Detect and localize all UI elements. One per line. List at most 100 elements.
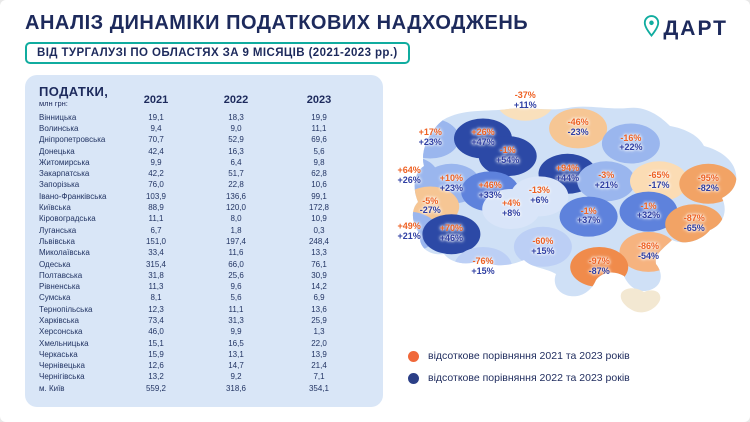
pct-2022-vs-2023: +8% bbox=[502, 208, 521, 219]
region-name: Закарпатська bbox=[39, 169, 90, 179]
region-shape bbox=[482, 189, 541, 229]
region-name: Волинська bbox=[39, 123, 79, 133]
tax-value: 13,9 bbox=[311, 349, 327, 359]
region-shape bbox=[679, 163, 737, 204]
tax-value: 9,2 bbox=[230, 372, 242, 382]
column-header-2023: 2023 bbox=[306, 93, 332, 106]
region-shape bbox=[513, 226, 572, 267]
tax-value: 19,1 bbox=[148, 112, 164, 122]
table-row: Рівненська 11,3 9,6 14,2 bbox=[39, 281, 383, 292]
pct-2022-vs-2023: +6% bbox=[530, 195, 549, 206]
column-header-2022: 2022 bbox=[223, 93, 249, 106]
region-name: Рівненська bbox=[39, 282, 80, 292]
region-shape bbox=[549, 108, 608, 149]
tax-value: 73,4 bbox=[148, 315, 164, 325]
tax-value: 42,2 bbox=[148, 169, 164, 179]
tax-value: 13,6 bbox=[311, 304, 327, 314]
pct-2021-vs-2023: +94% bbox=[555, 162, 580, 173]
region-name: Кіровоградська bbox=[39, 214, 96, 224]
pct-2022-vs-2023: +23% bbox=[439, 182, 463, 193]
tax-value: 13,1 bbox=[228, 349, 244, 359]
map-percentage-label: -1% +32% bbox=[637, 201, 660, 222]
tax-value: 10,9 bbox=[311, 214, 327, 224]
table-title-block: ПОДАТКИ, млн грн: bbox=[39, 85, 119, 108]
pct-2021-vs-2023: +10% bbox=[439, 172, 463, 183]
map-percentage-label: -5% -27% bbox=[420, 196, 441, 217]
tax-value: 21,4 bbox=[311, 361, 327, 371]
region-name: Полтавська bbox=[39, 270, 83, 280]
tax-value: 11,1 bbox=[311, 123, 327, 133]
tax-value: 33,4 bbox=[148, 248, 164, 258]
table-row: Івано-Франківська 103,9 136,6 99,1 bbox=[39, 191, 383, 202]
tax-value: 19,9 bbox=[311, 112, 327, 122]
column-header-2021: 2021 bbox=[143, 93, 169, 106]
table-row: Полтавська 31,8 25,6 30,9 bbox=[39, 270, 383, 281]
tax-value: 11,1 bbox=[148, 214, 164, 224]
region-name: Тернопільська bbox=[39, 304, 93, 314]
table-row: Волинська 9,4 9,0 11,1 bbox=[39, 123, 383, 134]
pct-2021-vs-2023: +70% bbox=[439, 223, 463, 234]
pct-2021-vs-2023: -1% bbox=[580, 205, 597, 216]
tax-value: 88,9 bbox=[148, 203, 164, 213]
region-name: Черкаська bbox=[39, 349, 78, 359]
region-name: Львівська bbox=[39, 236, 75, 246]
tax-value: 6,7 bbox=[150, 225, 162, 235]
region-shape bbox=[601, 123, 660, 164]
tax-value: 5,6 bbox=[313, 146, 325, 156]
region-name: Чернігівська bbox=[39, 372, 85, 382]
pct-2021-vs-2023: -95% bbox=[697, 172, 719, 183]
region-name: Вінницька bbox=[39, 112, 77, 122]
map-percentage-label: +4% +8% bbox=[502, 198, 521, 219]
tax-value: 16,5 bbox=[228, 338, 244, 348]
pct-2022-vs-2023: +23% bbox=[418, 137, 442, 148]
tax-value: 31,3 bbox=[228, 315, 244, 325]
pct-2021-vs-2023: -46% bbox=[567, 117, 589, 128]
tax-value: 30,9 bbox=[311, 270, 327, 280]
region-choropleth bbox=[412, 106, 737, 287]
tax-value: 66,0 bbox=[228, 259, 244, 269]
tax-value: 197,4 bbox=[225, 236, 247, 246]
table-row: Чернігівська 13,2 9,2 7,1 bbox=[39, 371, 383, 382]
pct-2022-vs-2023: +47% bbox=[471, 137, 495, 148]
map-percentage-label: -76% +15% bbox=[471, 256, 494, 277]
tax-value: 11,1 bbox=[228, 304, 244, 314]
region-shape bbox=[496, 106, 555, 121]
table-row: Хмельницька 15,1 16,5 22,0 bbox=[39, 338, 383, 349]
header: АНАЛІЗ ДИНАМІКИ ПОДАТКОВИХ НАДХОДЖЕНЬ ВІ… bbox=[25, 12, 730, 64]
map-percentage-label: -95% -82% bbox=[697, 172, 719, 194]
tax-value: 354,1 bbox=[308, 383, 330, 393]
tax-value: 318,6 bbox=[225, 383, 247, 393]
tax-value: 51,7 bbox=[228, 169, 244, 179]
pct-2022-vs-2023: -87% bbox=[588, 266, 610, 276]
tax-value: 8,0 bbox=[230, 214, 242, 224]
tax-value: 76,1 bbox=[311, 259, 327, 269]
pct-2022-vs-2023: +21% bbox=[594, 180, 618, 191]
ukraine-map-panel: -37% +11% -46% -23% -16% +22% +17% +23% +26% +47%… bbox=[388, 78, 740, 408]
map-percentage-label: +46% +33% bbox=[478, 180, 502, 202]
tax-value: 11,3 bbox=[148, 282, 164, 292]
pct-2022-vs-2023: -65% bbox=[683, 223, 705, 234]
region-name: Івано-Франківська bbox=[39, 191, 107, 201]
table-row: Черкаська 15,9 13,1 13,9 bbox=[39, 349, 383, 360]
tax-value: 103,9 bbox=[145, 191, 167, 201]
tax-value: 9,4 bbox=[150, 123, 162, 133]
pct-2022-vs-2023: +54% bbox=[496, 155, 520, 166]
table-row: Закарпатська 42,2 51,7 62,8 bbox=[39, 168, 383, 179]
pct-2022-vs-2023: +37% bbox=[576, 215, 601, 226]
tax-value: 9,9 bbox=[230, 327, 242, 337]
pct-2021-vs-2023: +49% bbox=[397, 220, 421, 231]
tax-value: 9,6 bbox=[230, 282, 242, 292]
pct-2021-vs-2023: -65% bbox=[648, 170, 670, 181]
region-name: Донецька bbox=[39, 146, 75, 156]
tax-value: 0,3 bbox=[313, 225, 325, 235]
map-percentage-label: +64% +26% bbox=[397, 165, 421, 186]
pct-2022-vs-2023: -23% bbox=[567, 127, 589, 138]
table-row: Житомирська 9,9 6,4 9,8 bbox=[39, 157, 383, 168]
region-shape bbox=[630, 161, 688, 202]
table-row: Львівська 151,0 197,4 248,4 bbox=[39, 236, 383, 247]
map-percentage-label: -3% +21% bbox=[595, 171, 618, 191]
tax-value: 120,0 bbox=[225, 203, 247, 213]
pct-2021-vs-2023: +46% bbox=[478, 180, 502, 191]
tax-value: 11,6 bbox=[228, 248, 244, 258]
pct-2021-vs-2023: +64% bbox=[397, 165, 421, 176]
